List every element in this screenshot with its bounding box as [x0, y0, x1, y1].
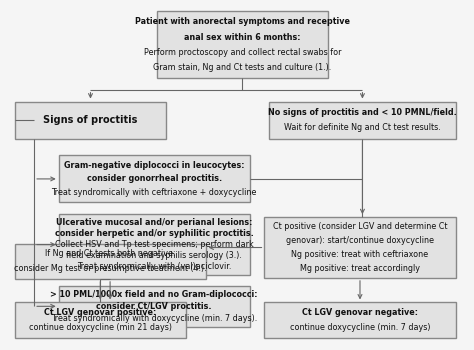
Bar [59, 286, 250, 327]
Text: Perform proctoscopy and collect rectal swabs for: Perform proctoscopy and collect rectal s… [144, 48, 341, 57]
Text: Signs of proctitis: Signs of proctitis [43, 115, 137, 125]
Text: Ng positive: treat with ceftriaxone: Ng positive: treat with ceftriaxone [292, 250, 428, 259]
Text: consider herpetic and/or syphilitic proctitis.: consider herpetic and/or syphilitic proc… [55, 229, 254, 238]
Text: continue doxycycline (min. 7 days): continue doxycycline (min. 7 days) [290, 323, 430, 332]
Text: genovar): start/continue doxycycline: genovar): start/continue doxycycline [286, 236, 434, 245]
Text: Ulcerative mucosal and/or perianal lesions:: Ulcerative mucosal and/or perianal lesio… [56, 218, 252, 227]
Bar [59, 214, 250, 275]
Text: continue doxycycline (min 21 days): continue doxycycline (min 21 days) [29, 323, 172, 332]
Text: Treat syndromically with (val)aciclovir.: Treat syndromically with (val)aciclovir. [77, 262, 231, 271]
Text: Gram-negative diplococci in leucocytes:: Gram-negative diplococci in leucocytes: [64, 161, 245, 170]
Text: Ct LGV genovar negative:: Ct LGV genovar negative: [302, 308, 418, 317]
Text: Mg positive: treat accordingly: Mg positive: treat accordingly [300, 264, 420, 273]
Bar [15, 244, 206, 279]
Text: consider Mg test or presumptive treatment (4.).: consider Mg test or presumptive treatmen… [14, 264, 206, 273]
Text: Collect HSV and Tp test specimens; perform dark: Collect HSV and Tp test specimens; perfo… [55, 240, 254, 249]
Text: Ct LGV genovar positive:: Ct LGV genovar positive: [44, 308, 156, 317]
Text: If Ng and Ct tests both negative:: If Ng and Ct tests both negative: [45, 250, 175, 258]
Text: > 10 PML/1000x field and no Gram-diplococci:: > 10 PML/1000x field and no Gram-diploco… [50, 290, 258, 299]
Text: anal sex within 6 months:: anal sex within 6 months: [184, 33, 301, 42]
Text: Treat syndromically with doxycycline (min. 7 days).: Treat syndromically with doxycycline (mi… [51, 314, 257, 323]
Bar [264, 217, 456, 278]
Bar [15, 302, 186, 338]
Bar [59, 155, 250, 202]
Bar [264, 302, 456, 338]
Text: consider Ct/LGV proctitis.: consider Ct/LGV proctitis. [96, 302, 212, 311]
Text: No signs of proctitis and < 10 PMNL/field.: No signs of proctitis and < 10 PMNL/fiel… [268, 108, 457, 117]
Bar [269, 102, 456, 139]
Text: Patient with anorectal symptoms and receptive: Patient with anorectal symptoms and rece… [135, 18, 350, 26]
Bar [15, 102, 166, 139]
Bar [156, 11, 328, 78]
Text: Treat syndromically with ceftriaxone + doxycycline: Treat syndromically with ceftriaxone + d… [52, 188, 257, 197]
Text: Ct positive (consider LGV and determine Ct: Ct positive (consider LGV and determine … [273, 223, 447, 231]
Text: field examination and syphilis serology (3.).: field examination and syphilis serology … [66, 251, 242, 260]
Text: Wait for definite Ng and Ct test results.: Wait for definite Ng and Ct test results… [284, 124, 441, 132]
Text: Gram stain, Ng and Ct tests and culture (1.).: Gram stain, Ng and Ct tests and culture … [153, 63, 331, 72]
Text: consider gonorrheal proctitis.: consider gonorrheal proctitis. [87, 174, 222, 183]
